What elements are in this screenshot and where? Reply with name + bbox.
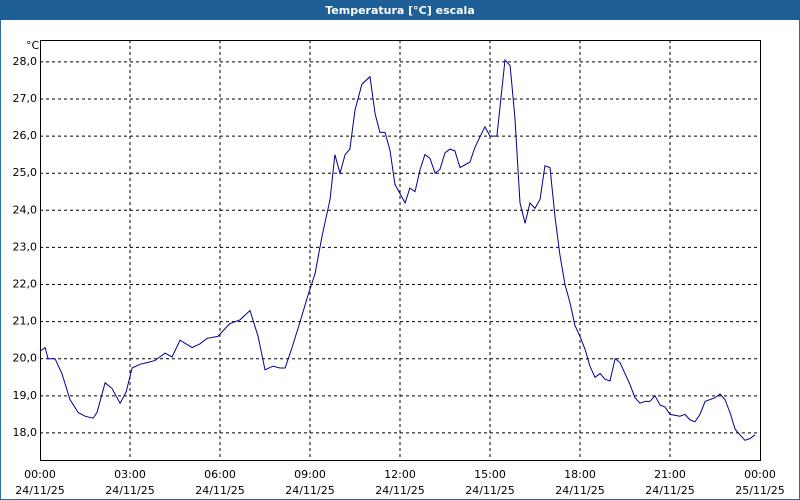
y-tick-label: 24,0 <box>13 203 38 216</box>
y-tick-label: 22,0 <box>13 278 38 291</box>
x-tick-label: 12:00 <box>384 468 416 481</box>
x-tick-date: 24/11/25 <box>375 484 424 497</box>
x-tick-date: 24/11/25 <box>15 484 64 497</box>
y-tick-label: 21,0 <box>13 315 38 328</box>
x-tick-label: 21:00 <box>654 468 686 481</box>
y-tick-label: 19,0 <box>13 389 38 402</box>
y-tick-label: 20,0 <box>13 352 38 365</box>
x-tick-date: 24/11/25 <box>555 484 604 497</box>
y-tick-label: 18,0 <box>13 426 38 439</box>
y-tick-label: 28,0 <box>13 55 38 68</box>
x-tick-date: 24/11/25 <box>645 484 694 497</box>
y-tick-label: 23,0 <box>13 240 38 253</box>
y-tick-label: 25,0 <box>13 166 38 179</box>
y-tick-label: 26,0 <box>13 129 38 142</box>
x-tick-label: 06:00 <box>204 468 236 481</box>
x-tick-date: 24/11/25 <box>195 484 244 497</box>
x-tick-date: 24/11/25 <box>465 484 514 497</box>
chart-title: Temperatura [°C] escala <box>325 4 475 17</box>
x-tick-date: 24/11/25 <box>285 484 334 497</box>
x-tick-date: 24/11/25 <box>105 484 154 497</box>
data-line <box>39 58 756 441</box>
x-tick-date: 25/11/25 <box>735 484 784 497</box>
y-unit: °C <box>26 39 40 52</box>
y-tick-label: 27,0 <box>13 92 38 105</box>
x-tick-label: 18:00 <box>564 468 596 481</box>
x-tick-label: 00:00 <box>744 468 776 481</box>
title-bar <box>0 0 800 20</box>
x-tick-label: 00:00 <box>24 468 56 481</box>
x-tick-label: 03:00 <box>114 468 146 481</box>
x-tick-label: 09:00 <box>294 468 326 481</box>
x-tick-label: 15:00 <box>474 468 506 481</box>
